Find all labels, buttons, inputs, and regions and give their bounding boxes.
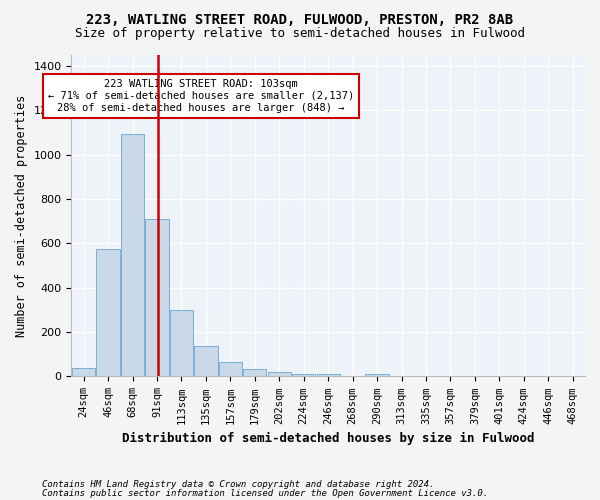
Bar	[72, 368, 95, 376]
Bar	[317, 374, 340, 376]
Bar	[268, 372, 291, 376]
Bar	[194, 346, 218, 376]
Text: 223, WATLING STREET ROAD, FULWOOD, PRESTON, PR2 8AB: 223, WATLING STREET ROAD, FULWOOD, PREST…	[86, 12, 514, 26]
Bar	[365, 374, 389, 376]
Bar	[170, 310, 193, 376]
Bar	[97, 249, 120, 376]
Bar	[243, 370, 266, 376]
Bar	[121, 134, 144, 376]
Bar	[145, 219, 169, 376]
Y-axis label: Number of semi-detached properties: Number of semi-detached properties	[15, 94, 28, 337]
X-axis label: Distribution of semi-detached houses by size in Fulwood: Distribution of semi-detached houses by …	[122, 432, 535, 445]
Bar	[292, 374, 316, 376]
Text: Contains HM Land Registry data © Crown copyright and database right 2024.: Contains HM Land Registry data © Crown c…	[42, 480, 434, 489]
Bar	[219, 362, 242, 376]
Text: 223 WATLING STREET ROAD: 103sqm
← 71% of semi-detached houses are smaller (2,137: 223 WATLING STREET ROAD: 103sqm ← 71% of…	[48, 80, 354, 112]
Text: Contains public sector information licensed under the Open Government Licence v3: Contains public sector information licen…	[42, 489, 488, 498]
Text: Size of property relative to semi-detached houses in Fulwood: Size of property relative to semi-detach…	[75, 28, 525, 40]
